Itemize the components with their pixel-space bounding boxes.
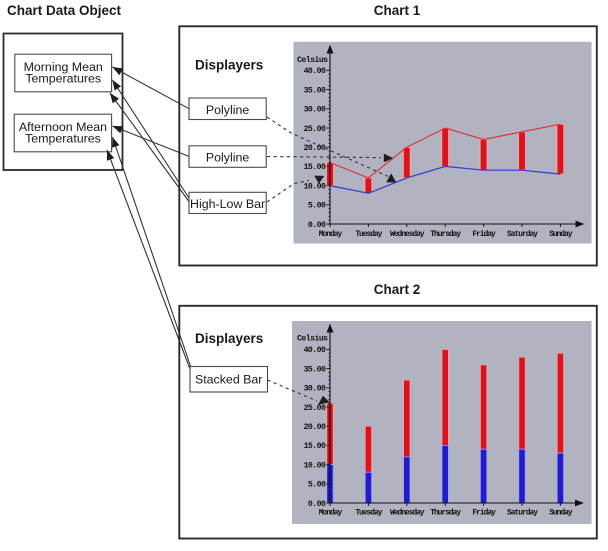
svg-text:Celsius: Celsius: [297, 334, 328, 344]
svg-text:Tuesday: Tuesday: [355, 230, 382, 239]
svg-text:Chart 1: Chart 1: [374, 3, 421, 18]
svg-text:35.00: 35.00: [304, 365, 326, 374]
svg-text:20.00: 20.00: [304, 144, 326, 153]
svg-text:Celsius: Celsius: [297, 55, 328, 65]
svg-text:Wednesday: Wednesday: [390, 230, 425, 239]
svg-text:Temperatures: Temperatures: [25, 132, 101, 146]
svg-text:Chart 2: Chart 2: [374, 282, 421, 297]
svg-text:Temperatures: Temperatures: [25, 72, 101, 86]
svg-text:High-Low Bar: High-Low Bar: [190, 197, 265, 211]
svg-text:Tuesday: Tuesday: [355, 509, 382, 518]
svg-text:Saturday: Saturday: [507, 230, 538, 239]
svg-text:Displayers: Displayers: [195, 331, 263, 346]
svg-text:0.00: 0.00: [308, 500, 326, 509]
svg-text:25.00: 25.00: [304, 125, 326, 134]
svg-text:Sunday: Sunday: [549, 509, 573, 518]
svg-text:Displayers: Displayers: [195, 57, 263, 72]
svg-text:Friday: Friday: [472, 230, 496, 239]
svg-text:15.00: 15.00: [304, 163, 326, 172]
svg-text:10.00: 10.00: [304, 461, 326, 470]
svg-text:5.00: 5.00: [308, 202, 326, 211]
svg-text:40.00: 40.00: [304, 67, 326, 76]
svg-text:30.00: 30.00: [304, 385, 326, 394]
svg-text:Stacked Bar: Stacked Bar: [195, 373, 263, 387]
svg-text:30.00: 30.00: [304, 106, 326, 115]
svg-text:Sunday: Sunday: [549, 230, 573, 239]
svg-text:Morning Mean: Morning Mean: [24, 60, 103, 74]
svg-text:Friday: Friday: [472, 509, 496, 518]
svg-text:Wednesday: Wednesday: [390, 509, 425, 518]
svg-text:40.00: 40.00: [304, 346, 326, 355]
svg-text:0.00: 0.00: [308, 221, 326, 230]
svg-text:35.00: 35.00: [304, 86, 326, 95]
svg-text:Monday: Monday: [319, 230, 343, 239]
svg-text:Saturday: Saturday: [507, 509, 538, 518]
svg-text:Thursday: Thursday: [430, 509, 461, 518]
svg-text:5.00: 5.00: [308, 481, 326, 490]
svg-text:Monday: Monday: [319, 509, 343, 518]
svg-text:Chart Data Object: Chart Data Object: [7, 3, 122, 18]
svg-text:Afternoon Mean: Afternoon Mean: [19, 120, 107, 134]
svg-text:15.00: 15.00: [304, 442, 326, 451]
svg-text:10.00: 10.00: [304, 182, 326, 191]
svg-text:20.00: 20.00: [304, 423, 326, 432]
svg-text:Polyline: Polyline: [206, 103, 250, 117]
svg-text:25.00: 25.00: [304, 404, 326, 413]
svg-text:Polyline: Polyline: [206, 151, 250, 165]
svg-text:Thursday: Thursday: [430, 230, 461, 239]
